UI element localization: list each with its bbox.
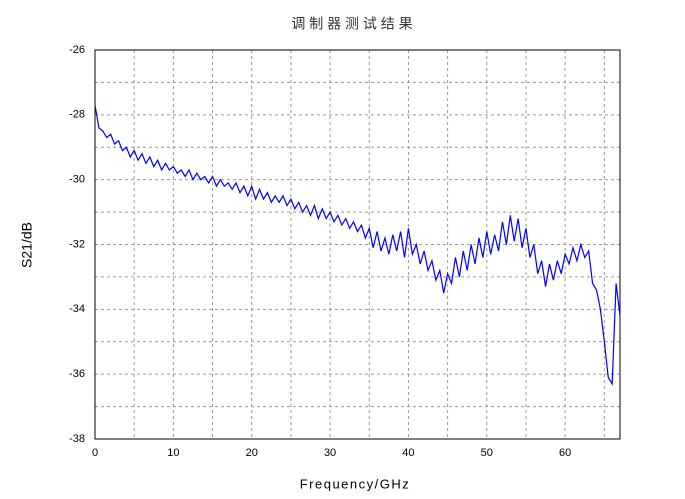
x-tick-label: 60 (559, 447, 571, 459)
x-tick-label: 10 (167, 447, 179, 459)
data-line (94, 105, 621, 386)
x-tick-label: 0 (92, 447, 98, 459)
x-tick-label: 30 (324, 447, 336, 459)
x-tick-label: 20 (246, 447, 258, 459)
x-axis-label: Frequency/GHz (300, 476, 411, 491)
y-tick-label: -38 (69, 433, 85, 445)
y-tick-label: -34 (69, 303, 85, 315)
chart-title: 调 制 器 测 试 结 果 (291, 16, 412, 32)
y-tick-label: -28 (69, 109, 85, 121)
y-tick-label: -36 (69, 368, 85, 380)
y-tick-label: -32 (69, 238, 85, 250)
y-tick-label: -26 (69, 44, 85, 56)
y-axis-label: S21/dB (19, 222, 35, 268)
x-tick-label: 50 (481, 447, 493, 459)
plot-frame (94, 49, 621, 440)
x-tick-label: 40 (402, 447, 414, 459)
y-tick-label: -30 (69, 174, 85, 186)
